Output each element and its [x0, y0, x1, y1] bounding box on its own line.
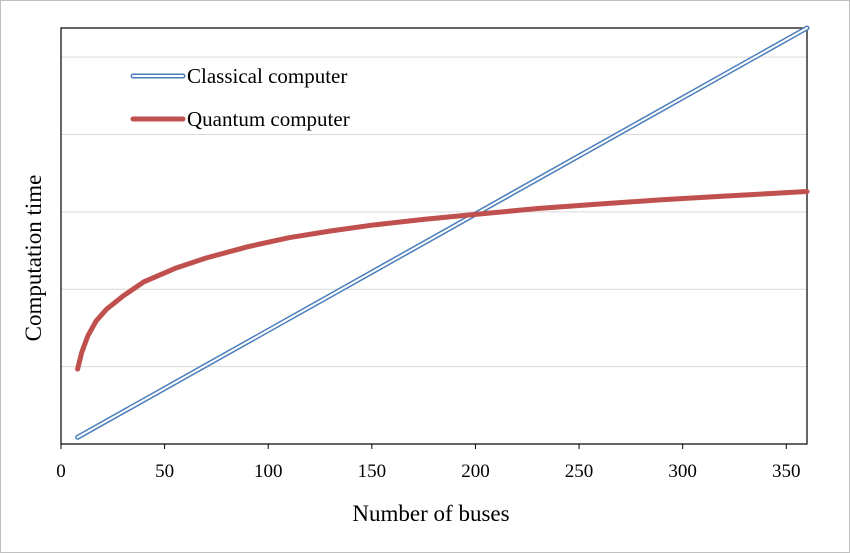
legend-label-quantum: Quantum computer [187, 107, 350, 131]
gridlines [61, 56, 807, 368]
x-axis-title: Number of buses [352, 501, 509, 526]
legend-item-classical: Classical computer [130, 64, 347, 88]
x-tick-label-4: 200 [461, 461, 490, 482]
legend-item-quantum: Quantum computer [130, 107, 350, 131]
series-quantum-computer-line [75, 189, 810, 372]
x-tick-label-0: 0 [56, 461, 66, 482]
x-tick-label-3: 150 [358, 461, 387, 482]
x-tick-label-5: 250 [565, 461, 594, 482]
legend-label-classical: Classical computer [187, 64, 347, 88]
x-tick-label-6: 300 [668, 461, 697, 482]
x-tick-label-1: 50 [155, 461, 174, 482]
legend: Classical computer Quantum computer [130, 64, 350, 131]
series-layer [75, 25, 810, 440]
plot-border [60, 27, 808, 445]
x-tick-label-7: 350 [772, 461, 801, 482]
y-axis-title: Computation time [21, 175, 46, 342]
x-tick-labels: 0 50 100 150 200 250 300 350 [56, 461, 800, 482]
axes [60, 27, 808, 449]
x-tick-label-2: 100 [254, 461, 283, 482]
series-classical-computer-inner [76, 27, 808, 439]
